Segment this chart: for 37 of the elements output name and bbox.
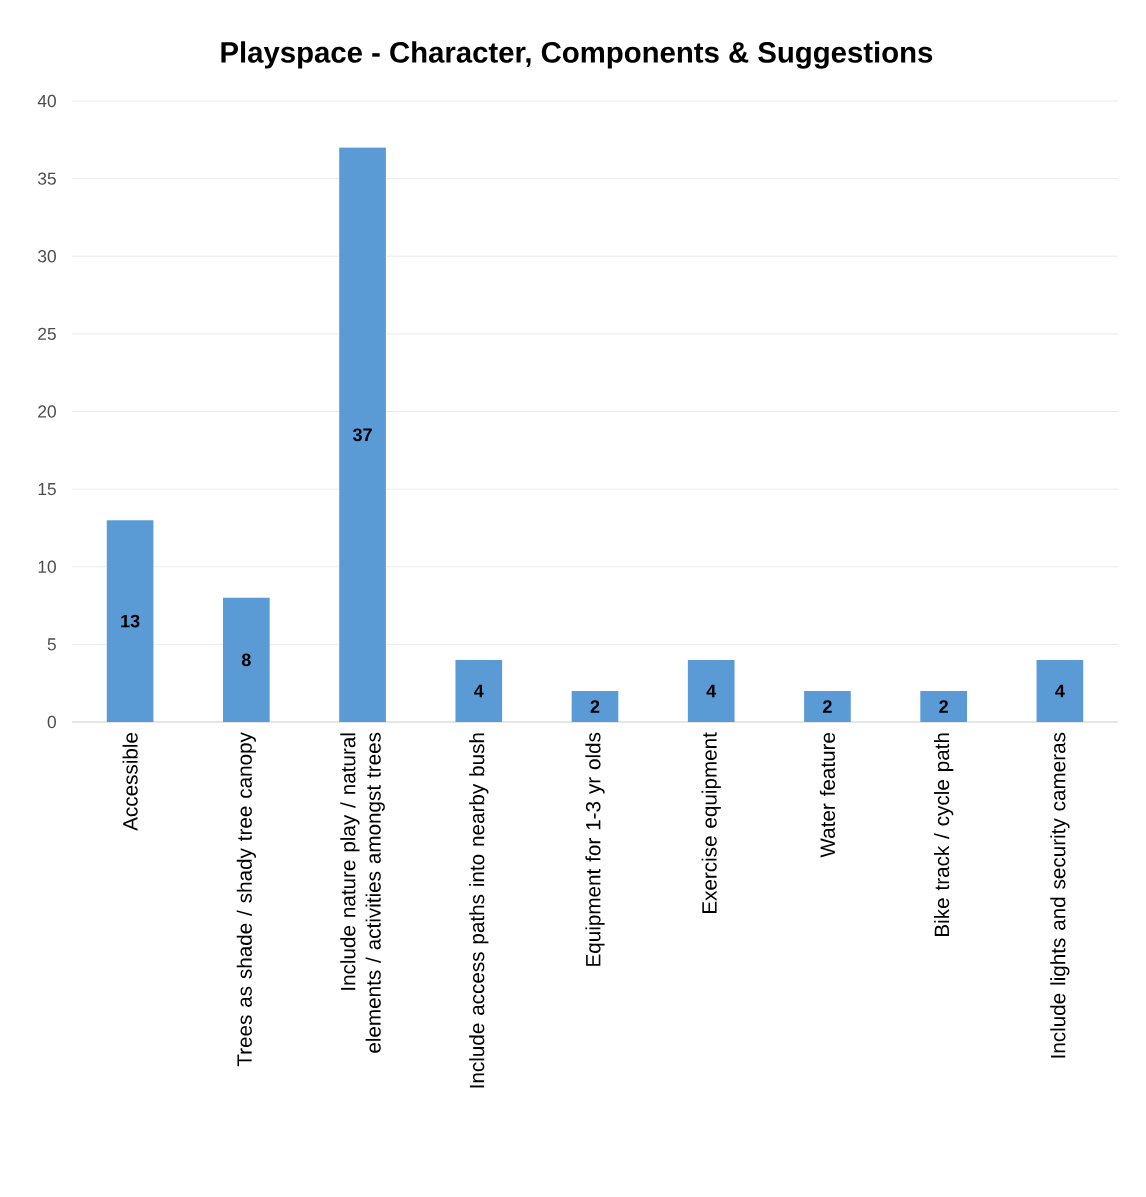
y-tick-label: 15 bbox=[38, 483, 56, 496]
y-tick-label: 20 bbox=[38, 405, 56, 418]
x-tick-label: Trees as shade / shady tree canopy bbox=[236, 732, 256, 1067]
x-tick-label: Include nature play / natural elements / activities amongst trees bbox=[340, 732, 385, 1053]
data-label: 4 bbox=[474, 684, 484, 698]
bar bbox=[804, 690, 851, 722]
chart-title: Playspace - Character, Components & Suggestions bbox=[221, 41, 933, 69]
data-label: 13 bbox=[121, 614, 140, 628]
y-tick-label: 30 bbox=[38, 250, 56, 263]
bar bbox=[223, 597, 270, 722]
data-label: 37 bbox=[352, 428, 372, 442]
bar bbox=[455, 659, 503, 722]
y-tick-label: 35 bbox=[38, 172, 56, 185]
data-label: 4 bbox=[1055, 684, 1065, 698]
y-tick-label: 25 bbox=[38, 327, 56, 341]
data-label: 2 bbox=[590, 700, 600, 713]
x-tick-label: Exercise equipment bbox=[701, 732, 721, 913]
bar bbox=[571, 690, 619, 722]
x-tick-label: Accessible bbox=[122, 732, 138, 831]
x-tick-label: Include lights and security cameras bbox=[1050, 732, 1070, 1058]
x-tick-label: Bike track / cycle path bbox=[934, 733, 954, 936]
y-tick-label: 0 bbox=[47, 715, 56, 729]
x-tick-label: Water feature bbox=[819, 732, 836, 858]
data-label: 2 bbox=[823, 700, 832, 713]
bar bbox=[106, 520, 154, 722]
y-tick-label: 10 bbox=[38, 560, 56, 573]
data-label: 4 bbox=[706, 684, 717, 698]
x-tick-label: Equipment for 1-3 yr olds bbox=[585, 732, 605, 966]
y-tick-label: 40 bbox=[37, 94, 56, 108]
bar bbox=[687, 659, 735, 722]
data-label: 8 bbox=[241, 653, 251, 667]
bar bbox=[339, 147, 386, 722]
bar bbox=[1036, 659, 1084, 722]
bar bbox=[920, 690, 967, 722]
x-tick-label: Include access paths into nearby bush bbox=[469, 733, 489, 1088]
y-tick-label: 5 bbox=[47, 638, 56, 651]
data-label: 2 bbox=[939, 700, 948, 713]
